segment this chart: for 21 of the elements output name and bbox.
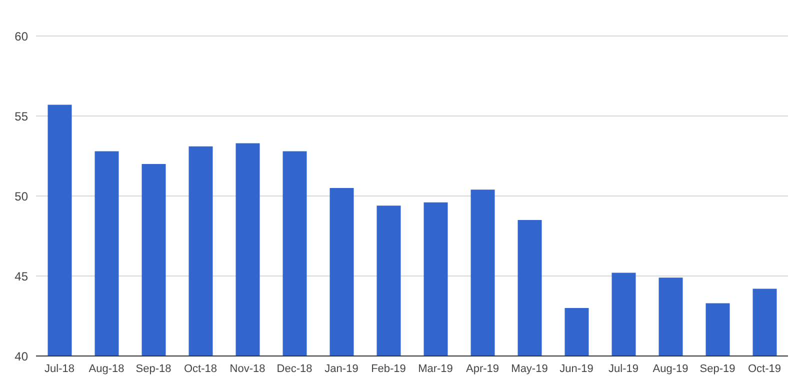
x-tick-label: Feb-19 (371, 362, 406, 375)
x-tick-label: Aug-19 (652, 362, 688, 375)
x-tick-label: Jun-19 (560, 362, 594, 375)
x-tick-label: Dec-18 (276, 362, 312, 375)
x-tick-label: Apr-19 (466, 362, 500, 375)
y-tick-label: 50 (14, 189, 28, 204)
y-tick-label: 45 (14, 269, 28, 284)
x-tick-label: Sep-19 (700, 362, 736, 375)
x-tick-label: Oct-19 (748, 362, 782, 375)
y-tick-label: 60 (14, 29, 28, 44)
x-tick-label: Aug-18 (88, 362, 124, 375)
x-tick-label: May-19 (511, 362, 548, 375)
x-tick-label: Oct-18 (184, 362, 218, 375)
x-tick-label: Mar-19 (418, 362, 453, 375)
y-tick-label: 55 (14, 109, 28, 124)
x-tick-label: Jul-18 (44, 362, 74, 375)
x-tick-label: Nov-18 (230, 362, 266, 375)
x-tick-label: Sep-18 (136, 362, 172, 375)
x-tick-label: Jul-19 (608, 362, 638, 375)
x-tick-label: Jan-19 (324, 362, 358, 375)
y-tick-label: 40 (14, 349, 28, 364)
